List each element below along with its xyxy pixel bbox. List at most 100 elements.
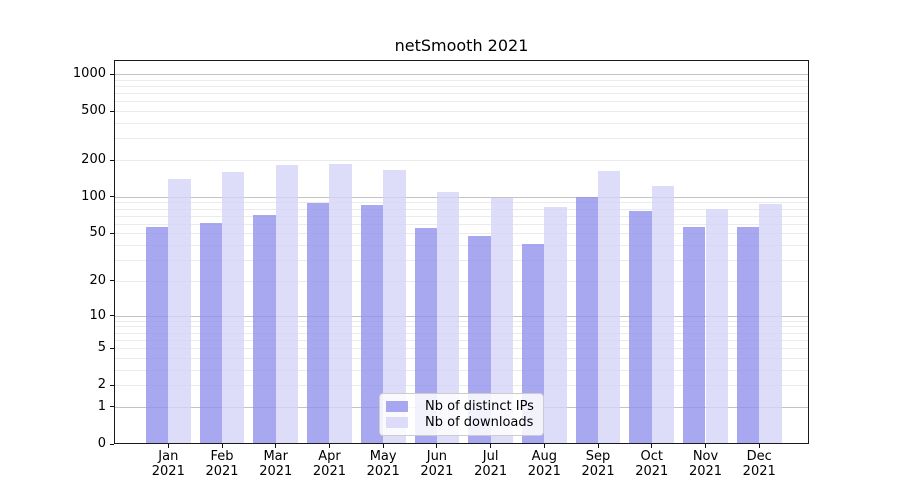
minor-gridline (114, 326, 809, 328)
y-tick-mark (110, 406, 114, 408)
x-tick-label: Mar 2021 (244, 449, 308, 479)
y-tick-mark (110, 384, 114, 386)
major-gridline (114, 74, 809, 76)
legend-swatch-distinct-ips (386, 401, 408, 413)
x-tick-month: Apr (318, 449, 341, 464)
x-tick-mark (597, 444, 599, 448)
bar-nb-of-downloads (383, 169, 406, 444)
y-tick-label: 2 (97, 377, 106, 393)
minor-gridline (114, 160, 809, 161)
y-tick-label: 1 (97, 398, 106, 414)
y-tick-label: 20 (89, 272, 106, 288)
x-tick-month: Aug (531, 449, 558, 464)
bar-nb-of-downloads (651, 185, 675, 444)
x-tick-label: Feb 2021 (190, 449, 254, 479)
y-tick-label: 50 (89, 225, 106, 241)
major-gridline (114, 196, 809, 198)
bar-nb-of-distinct-ips (414, 228, 437, 444)
bar-nb-of-downloads (275, 164, 299, 444)
bar-nb-of-downloads (490, 198, 513, 444)
x-tick-month: May (369, 449, 397, 464)
bar-nb-of-downloads (759, 203, 782, 444)
legend-item-distinct-ips: Nb of distinct IPs (386, 399, 537, 415)
minor-gridline (114, 111, 809, 113)
x-tick-mark (758, 444, 760, 448)
bar-nb-of-distinct-ips (145, 226, 169, 444)
x-tick-year: 2021 (635, 464, 669, 479)
y-tick-mark (110, 159, 114, 161)
minor-gridline (114, 369, 809, 371)
y-tick-mark (110, 443, 114, 445)
x-tick-label: Apr 2021 (297, 449, 361, 479)
y-tick-label: 10 (89, 307, 106, 323)
x-tick-year: 2021 (581, 464, 615, 479)
major-gridline (114, 315, 809, 317)
minor-gridline (114, 138, 809, 140)
bar-nb-of-downloads (544, 206, 567, 444)
x-tick-mark (705, 444, 706, 448)
minor-gridline (114, 93, 809, 95)
chart-title: netSmooth 2021 (394, 36, 529, 55)
legend-label-downloads: Nb of downloads (425, 414, 534, 430)
minor-gridline (114, 223, 809, 225)
bar-nb-of-distinct-ips (307, 203, 330, 444)
x-tick-month: Jan (158, 449, 179, 464)
x-tick-month: Jun (426, 449, 448, 464)
x-tick-year: 2021 (205, 464, 239, 479)
x-tick-mark (328, 444, 330, 448)
x-tick-label: May 2021 (351, 449, 415, 479)
x-tick-label: Jun 2021 (405, 449, 469, 479)
bar-nb-of-distinct-ips (736, 226, 760, 444)
minor-gridline (114, 280, 809, 282)
x-tick-month: Jul (482, 449, 499, 464)
legend-item-downloads: Nb of downloads (386, 415, 537, 431)
bar-nb-of-downloads (436, 191, 460, 444)
minor-gridline (114, 339, 809, 341)
bar-nb-of-distinct-ips (360, 205, 384, 444)
minor-gridline (114, 208, 809, 210)
x-tick-year: 2021 (312, 464, 346, 479)
x-tick-label: Dec 2021 (727, 449, 791, 479)
minor-gridline (114, 123, 809, 125)
minor-gridline (114, 202, 809, 204)
legend: Nb of distinct IPs Nb of downloads (379, 393, 544, 436)
legend-label-distinct-ips: Nb of distinct IPs (425, 399, 534, 415)
x-tick-label: Sep 2021 (566, 449, 630, 479)
x-tick-mark (543, 444, 545, 448)
y-tick-mark (110, 280, 114, 282)
x-tick-mark (221, 444, 223, 448)
minor-gridline (114, 215, 809, 217)
minor-gridline (114, 85, 809, 87)
bar-nb-of-downloads (168, 178, 191, 444)
y-tick-label: 5 (97, 340, 106, 356)
bar-nb-of-distinct-ips (468, 235, 491, 444)
plot-area (114, 60, 809, 444)
x-tick-month: Feb (210, 449, 234, 464)
x-tick-year: 2021 (366, 464, 400, 479)
x-tick-year: 2021 (474, 464, 508, 479)
bar-nb-of-distinct-ips (575, 196, 599, 444)
x-tick-month: Sep (585, 449, 611, 464)
x-tick-mark (651, 444, 653, 448)
x-tick-mark (490, 444, 492, 448)
x-tick-label: Aug 2021 (512, 449, 576, 479)
bar-nb-of-downloads (598, 171, 621, 444)
x-tick-year: 2021 (688, 464, 723, 479)
y-tick-mark (110, 110, 114, 112)
x-tick-label: Oct 2021 (620, 449, 684, 479)
minor-gridline (114, 260, 809, 262)
minor-gridline (114, 79, 809, 81)
y-tick-mark (110, 315, 114, 317)
y-tick-label: 500 (81, 103, 106, 119)
x-tick-month: Dec (746, 449, 772, 464)
x-tick-mark (382, 444, 384, 448)
minor-gridline (114, 348, 809, 350)
bar-nb-of-distinct-ips (629, 211, 652, 444)
y-tick-label: 200 (81, 152, 106, 167)
legend-swatch-downloads (386, 416, 408, 428)
y-tick-mark (110, 73, 114, 75)
bar-nb-of-downloads (705, 209, 728, 444)
minor-gridline (114, 101, 809, 103)
minor-gridline (114, 245, 809, 247)
